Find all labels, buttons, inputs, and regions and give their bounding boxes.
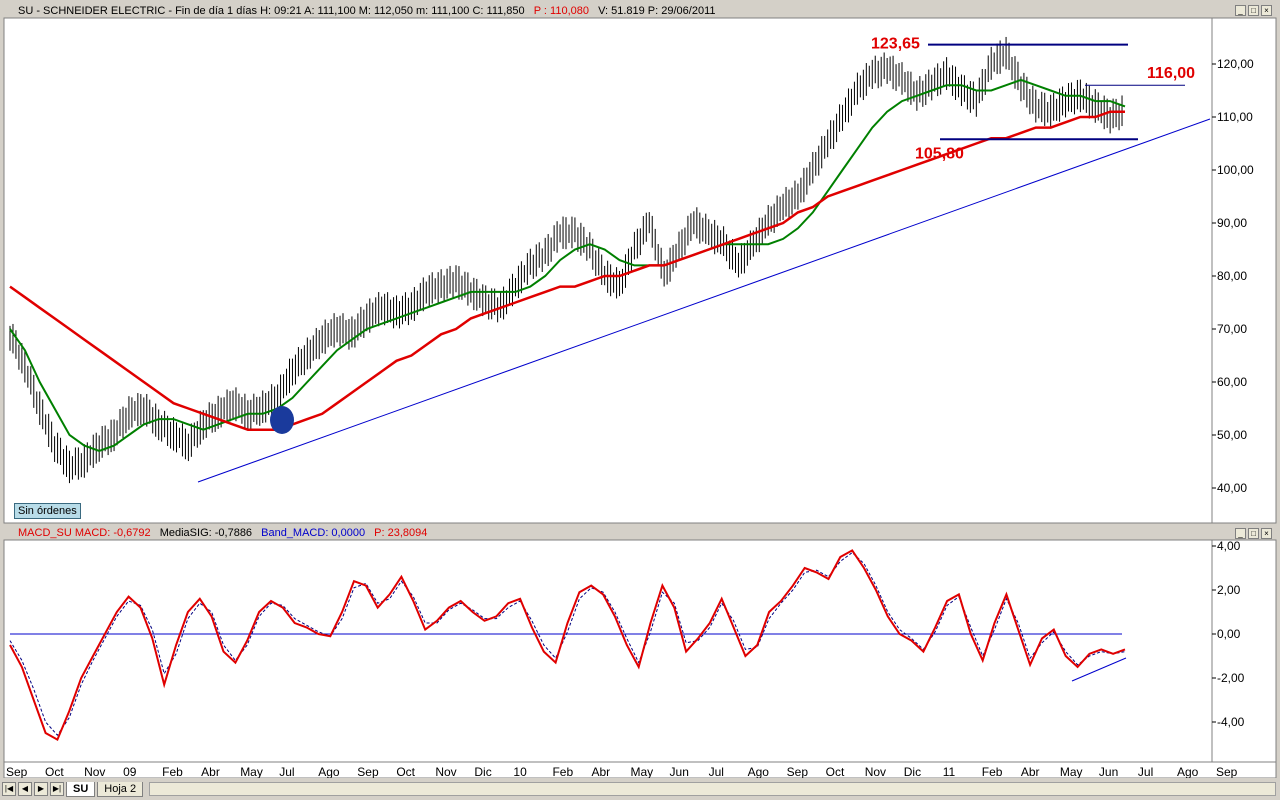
- macd-tick-label: -4,00: [1217, 715, 1245, 729]
- price-header-p: P : 110,080: [533, 5, 589, 17]
- tab-su[interactable]: SU: [66, 781, 96, 797]
- date-tick-label: Feb: [552, 765, 573, 779]
- price-header-rest: V: 51.819 P: 29/06/2011: [598, 5, 716, 17]
- date-tick-label: Jun: [670, 765, 689, 779]
- maximize-button[interactable]: □: [1248, 5, 1259, 16]
- date-tick-label: Abr: [1021, 765, 1040, 779]
- date-tick-label: 11: [943, 765, 956, 779]
- prev-sheet-icon[interactable]: ◀: [18, 782, 32, 796]
- macd-header-sig: MediaSIG: -0,7886: [159, 527, 253, 539]
- date-axis: Sep Oct Nov 09 Feb Abr May Jul Ago Sep Oct Nov Dic 10…: [6, 765, 1238, 779]
- price-tick-label: 40,00: [1217, 481, 1247, 495]
- sheet-tab-bar: |◀ ◀ ▶ ▶| SU Hoja 2: [0, 778, 1280, 800]
- price-plot: 40,00 50,00 60,00 70,00 80,00 90,00 100,00 110,…: [9, 36, 1254, 495]
- date-tick-label: 10: [513, 765, 527, 779]
- date-tick-label: Jul: [279, 765, 294, 779]
- horizontal-scrollbar[interactable]: [149, 782, 1276, 796]
- date-tick-label: May: [1060, 765, 1083, 779]
- date-tick-label: Nov: [84, 765, 105, 779]
- price-pane-window-buttons: _ □ ×: [1235, 5, 1272, 16]
- date-tick-label: Nov: [435, 765, 456, 779]
- date-tick-label: Sep: [6, 765, 28, 779]
- tab-hoja-2[interactable]: Hoja 2: [97, 781, 144, 797]
- macd-tick-label: 0,00: [1217, 627, 1241, 641]
- macd-tick-label: -2,00: [1217, 671, 1245, 685]
- date-tick-label: May: [240, 765, 263, 779]
- price-header-text: SU - SCHNEIDER ELECTRIC - Fin de día 1 d…: [18, 5, 525, 17]
- date-tick-label: Nov: [865, 765, 886, 779]
- macd-plot: 4,00 2,00 0,00 -2,00 -4,00: [9, 539, 1245, 742]
- macd-pane-header: MACD_SU MACD: -0,6792 MediaSIG: -0,7886 …: [4, 524, 427, 542]
- macd-header-series: MACD_SU MACD: -0,6792: [18, 527, 151, 539]
- macd-maximize-button[interactable]: □: [1248, 528, 1259, 539]
- moving-average-green-line: [9, 78, 1126, 452]
- price-pane-header: SU - SCHNEIDER ELECTRIC - Fin de día 1 d…: [4, 2, 716, 20]
- price-tick-label: 110,00: [1217, 110, 1253, 124]
- price-tick-label: 120,00: [1217, 57, 1254, 71]
- date-tick-label: Dic: [904, 765, 921, 779]
- price-pane-frame: [3, 17, 1277, 524]
- next-sheet-icon[interactable]: ▶: [34, 782, 48, 796]
- date-tick-label: Abr: [201, 765, 220, 779]
- price-tick-label: 100,00: [1217, 163, 1254, 177]
- macd-minimize-button[interactable]: _: [1235, 528, 1246, 539]
- date-tick-label: Jul: [1138, 765, 1153, 779]
- support-trendline: [197, 118, 1211, 483]
- date-tick-label: Abr: [591, 765, 610, 779]
- macd-pane-frame: [3, 539, 1277, 763]
- date-tick-label: Ago: [1177, 765, 1199, 779]
- date-tick-label: Sep: [1216, 765, 1238, 779]
- price-tick-label: 50,00: [1217, 428, 1247, 442]
- date-tick-label: Jun: [1099, 765, 1118, 779]
- minimize-button[interactable]: _: [1235, 5, 1246, 16]
- date-tick-label: Oct: [45, 765, 64, 779]
- crossover-marker: [270, 406, 294, 434]
- macd-tick-label: 4,00: [1217, 539, 1241, 553]
- date-tick-label: Ago: [318, 765, 340, 779]
- last-sheet-icon[interactable]: ▶|: [50, 782, 64, 796]
- first-sheet-icon[interactable]: |◀: [2, 782, 16, 796]
- macd-close-button[interactable]: ×: [1261, 528, 1272, 539]
- level-label: 116,00: [1147, 65, 1195, 82]
- macd-pane-window-buttons: _ □ ×: [1235, 528, 1272, 539]
- price-tick-label: 90,00: [1217, 216, 1247, 230]
- date-tick-label: Sep: [357, 765, 379, 779]
- date-tick-label: Feb: [982, 765, 1003, 779]
- date-tick-label: Oct: [396, 765, 415, 779]
- date-tick-label: Jul: [709, 765, 724, 779]
- macd-line: [9, 549, 1126, 742]
- macd-header-p: P: 23,8094: [374, 527, 428, 539]
- date-tick-label: 09: [123, 765, 137, 779]
- date-tick-label: Dic: [474, 765, 491, 779]
- status-badge[interactable]: Sin órdenes: [14, 503, 81, 519]
- price-tick-label: 80,00: [1217, 269, 1247, 283]
- macd-signal-line: [9, 551, 1126, 737]
- close-button[interactable]: ×: [1261, 5, 1272, 16]
- price-tick-label: 70,00: [1217, 322, 1247, 336]
- macd-header-band: Band_MACD: 0,0000: [261, 527, 366, 539]
- date-tick-label: Oct: [826, 765, 845, 779]
- moving-average-red-line: [9, 110, 1125, 431]
- date-tick-label: Sep: [787, 765, 809, 779]
- date-tick-label: Ago: [748, 765, 770, 779]
- level-label: 105,80: [915, 145, 964, 162]
- macd-trendline: [1071, 657, 1127, 682]
- macd-tick-label: 2,00: [1217, 583, 1241, 597]
- date-tick-label: May: [631, 765, 654, 779]
- price-tick-label: 60,00: [1217, 375, 1247, 389]
- level-label: 123,65: [871, 36, 920, 53]
- date-tick-label: Feb: [162, 765, 183, 779]
